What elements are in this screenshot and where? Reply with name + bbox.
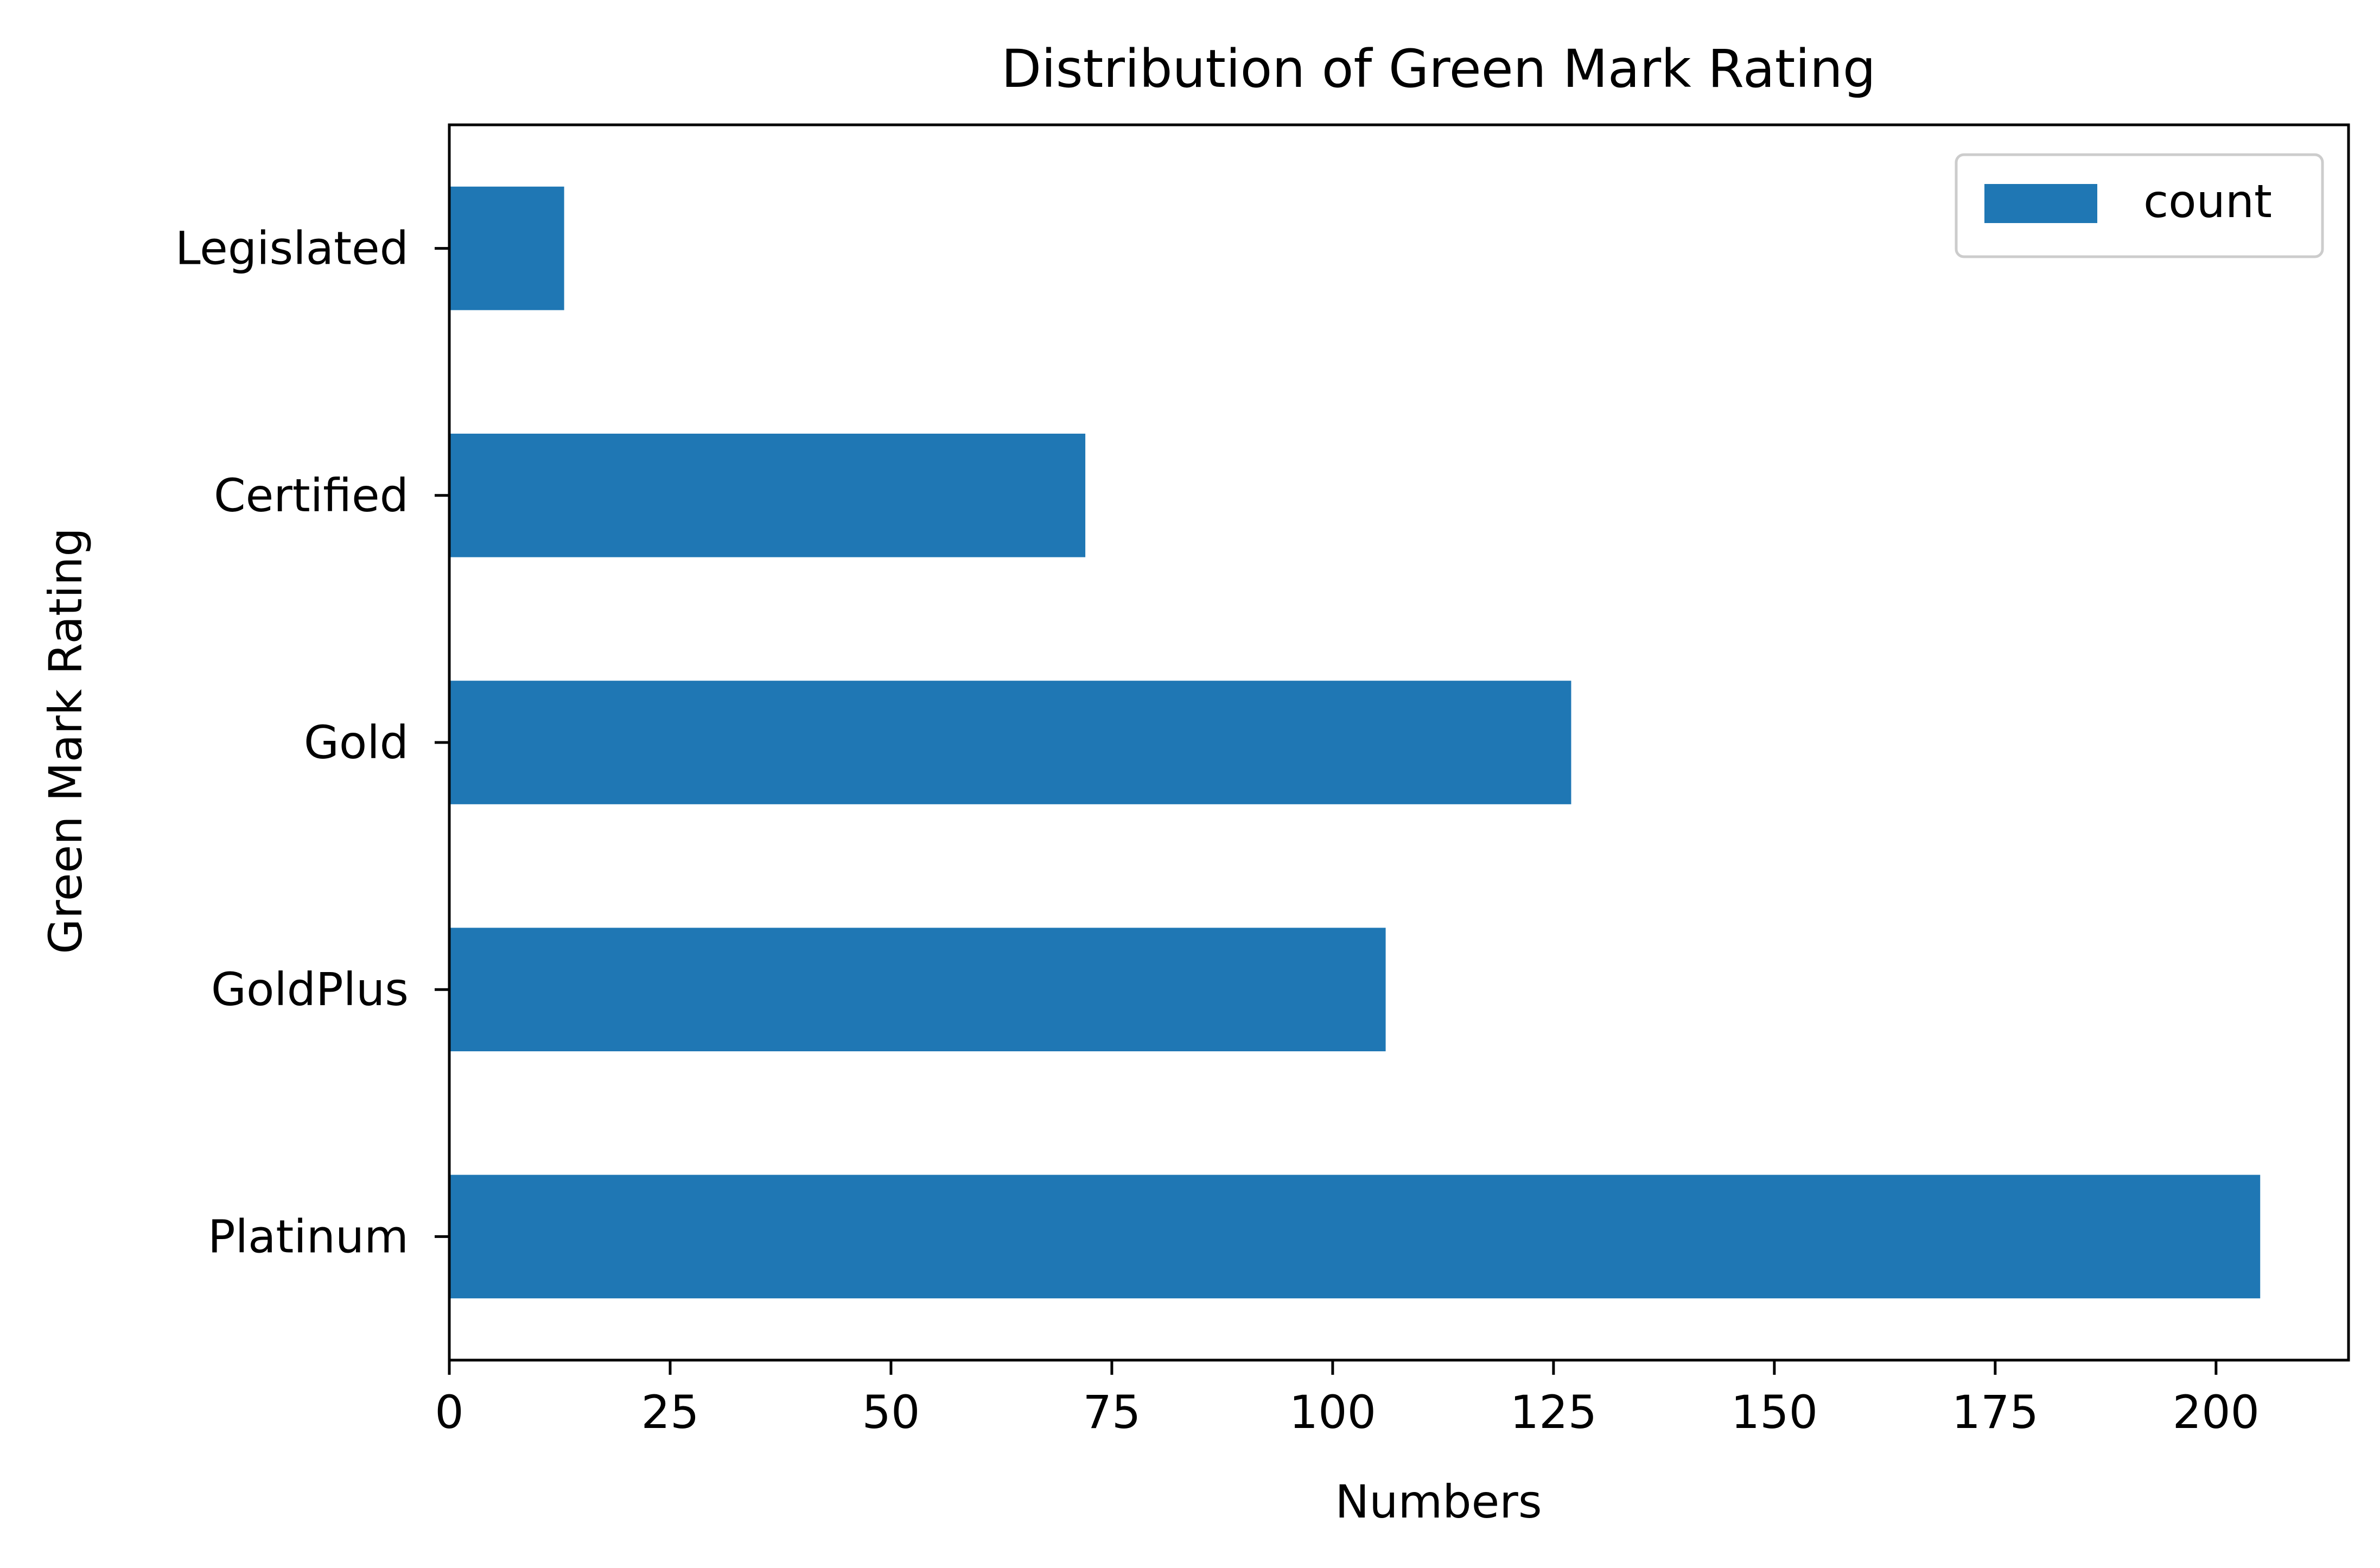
bar-gold (449, 681, 1571, 804)
x-tick-label: 75 (1083, 1386, 1141, 1439)
legend-box (1955, 153, 2324, 258)
x-axis-label: Numbers (1335, 1475, 1542, 1528)
bar-certified (449, 434, 1086, 557)
bar-platinum (449, 1175, 2261, 1299)
axes-frame (448, 123, 2350, 1362)
x-tick-label: 100 (1289, 1386, 1376, 1439)
y-tick-label: Legislated (175, 222, 409, 275)
legend-label-count: count (2143, 175, 2272, 228)
x-tick-label: 200 (2173, 1386, 2260, 1439)
y-axis-label: Green Mark Rating (39, 528, 92, 954)
x-tick-label: 125 (1510, 1386, 1597, 1439)
y-tick-label: GoldPlus (211, 963, 409, 1016)
x-tick-label: 0 (435, 1386, 463, 1439)
bar-goldplus (449, 928, 1386, 1051)
y-tick-label: Platinum (208, 1210, 409, 1263)
legend: count (1955, 153, 2324, 258)
x-tick-label: 175 (1952, 1386, 2039, 1439)
y-tick-label: Certified (214, 469, 409, 522)
x-axis-ticks: 0 25 50 75 100 125 150 175 200 (435, 1360, 2260, 1439)
x-tick-label: 150 (1731, 1386, 1818, 1439)
x-tick-label: 50 (862, 1386, 920, 1439)
x-tick-label: 25 (641, 1386, 699, 1439)
plot-area: 0 25 50 75 100 125 150 175 200 Platinum GoldPlus G… (175, 123, 2350, 1439)
legend-swatch (1984, 184, 2097, 223)
bars-group (449, 186, 2261, 1299)
chart-title: Distribution of Green Mark Rating (1001, 39, 1876, 99)
bar-legislated (449, 186, 564, 310)
y-tick-label: Gold (304, 716, 409, 769)
y-axis-ticks: Platinum GoldPlus Gold Certified Legislated (175, 222, 449, 1263)
